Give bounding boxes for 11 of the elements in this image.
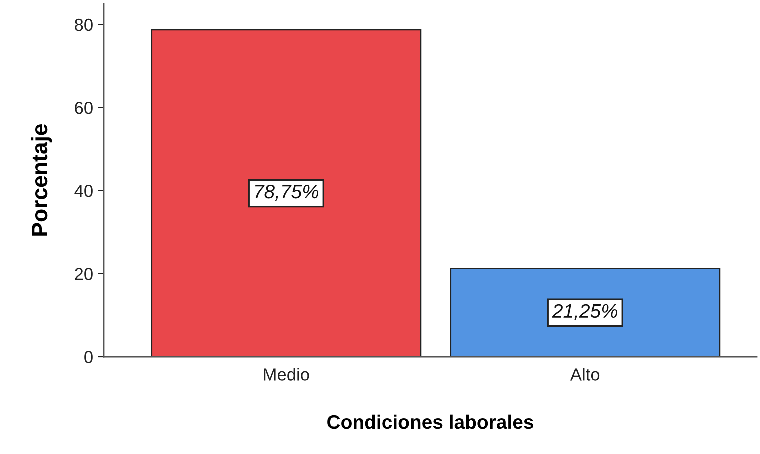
y-tick-label: 0 xyxy=(84,351,93,364)
y-tick-label: 20 xyxy=(75,268,93,280)
y-tick-label: 40 xyxy=(74,185,93,198)
data-label: 78,75% xyxy=(255,184,319,201)
y-axis-title: Porcentaje xyxy=(31,124,52,236)
y-tick-label: 80 xyxy=(75,18,93,32)
x-tick-label: Medio xyxy=(264,368,310,381)
x-tick-label: Alto xyxy=(570,368,600,381)
x-axis-title: Condiciones laborales xyxy=(328,414,534,430)
data-label: 21,25% xyxy=(552,304,618,320)
y-tick-label: 60 xyxy=(75,102,93,114)
